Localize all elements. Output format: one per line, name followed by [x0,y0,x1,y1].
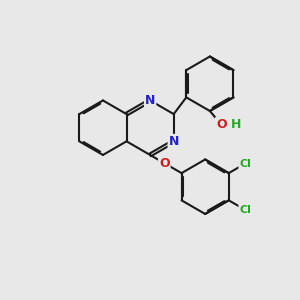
Text: N: N [169,135,179,148]
Text: Cl: Cl [239,205,251,215]
Text: Cl: Cl [239,159,251,169]
Text: O: O [159,157,169,169]
Text: N: N [145,94,155,107]
Text: O: O [216,118,226,131]
Text: H: H [231,118,241,131]
